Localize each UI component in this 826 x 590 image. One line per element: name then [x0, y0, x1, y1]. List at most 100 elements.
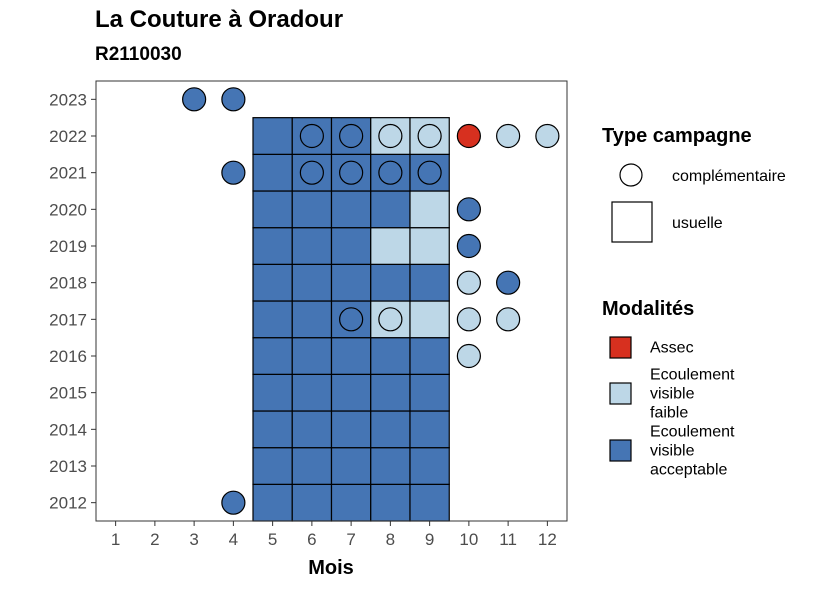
x-axis-title: Mois — [308, 557, 354, 579]
usuelle-tile-2015-9 — [409, 373, 450, 412]
usuelle-tile-2020-5 — [252, 190, 293, 229]
usuelle-tile-2012-8 — [370, 483, 411, 522]
complementaire-point-2022-6 — [299, 123, 324, 149]
x-tick-label-3: 3 — [189, 530, 198, 549]
usuelle-tile-2012-5 — [252, 483, 293, 522]
legend-key-0 — [609, 336, 632, 359]
x-tick-label-11: 11 — [499, 530, 517, 549]
usuelle-tile-2016-7 — [330, 337, 372, 375]
usuelle-tile-2015-6 — [291, 373, 333, 412]
usuelle-tile-2019-6 — [291, 227, 333, 265]
usuelle-tile-2013-5 — [252, 447, 293, 485]
usuelle-tile-2022-5 — [252, 117, 293, 155]
usuelle-tile-2021-5 — [252, 153, 293, 192]
usuelle-tile-2015-5 — [252, 373, 293, 412]
usuelle-tile-2016-6 — [291, 337, 333, 375]
usuelle-tile-2020-7 — [330, 190, 372, 229]
legend-label-2-line-1: visible — [650, 443, 695, 460]
legend-label-1-line-1: visible — [650, 386, 695, 403]
complementaire-point-2018-11 — [496, 270, 521, 295]
complementaire-point-2019-10 — [456, 233, 481, 259]
complementaire-point-2022-11 — [496, 123, 521, 149]
x-tick-label-4: 4 — [229, 530, 238, 549]
complementaire-point-2022-7 — [339, 123, 364, 149]
usuelle-tile-2018-6 — [291, 263, 333, 302]
legend-key-2 — [609, 439, 632, 462]
x-axis: 1 2 3 4 5 6 7 8 9 10 11 12 — [111, 521, 557, 549]
legend-label-2-line-2: acceptable — [650, 462, 727, 479]
y-tick-label-2016: 2016 — [49, 347, 87, 366]
usuelle-tile-2017-5 — [252, 300, 293, 339]
legend-type-title: Type campagne — [602, 125, 752, 147]
complementaire-point-2021-7 — [339, 160, 364, 185]
y-tick-label-2023: 2023 — [49, 90, 87, 109]
usuelle-tile-2013-6 — [291, 447, 333, 485]
y-tick-label-2013: 2013 — [49, 457, 87, 476]
y-tick-label-2014: 2014 — [49, 420, 87, 439]
usuelle-tile-2014-6 — [291, 410, 333, 449]
usuelle-tile-2020-9 — [409, 190, 450, 229]
complementaire-point-2022-12 — [535, 123, 560, 149]
usuelle-tile-2012-7 — [330, 483, 372, 522]
x-tick-label-8: 8 — [386, 530, 395, 549]
complementaire-point-2020-10 — [456, 197, 481, 222]
y-tick-label-2012: 2012 — [49, 494, 87, 513]
usuelle-tile-2013-7 — [330, 447, 372, 485]
complementaire-point-2021-4 — [221, 160, 246, 185]
usuelle-tile-2014-7 — [330, 410, 372, 449]
legend-label-1-line-0: Ecoulement — [650, 367, 735, 384]
usuelle-tile-2019-8 — [370, 227, 411, 265]
complementaire-point-2018-10 — [456, 270, 481, 295]
x-tick-label-7: 7 — [346, 530, 355, 549]
x-tick-label-9: 9 — [425, 530, 434, 549]
y-tick-label-2015: 2015 — [49, 384, 87, 403]
chart-title: La Couture à Oradour — [95, 6, 344, 33]
complementaire-point-2021-9 — [417, 160, 442, 185]
complementaire-point-2016-10 — [456, 343, 481, 369]
complementaire-point-2021-6 — [299, 160, 324, 185]
usuelle-tile-2013-8 — [370, 447, 411, 485]
y-tick-label-2017: 2017 — [49, 310, 87, 329]
usuelle-tile-2018-5 — [252, 263, 293, 302]
usuelle-tile-2014-8 — [370, 410, 411, 449]
complementaire-point-2022-8 — [378, 123, 403, 149]
legend-label-0-line-0: Assec — [650, 340, 694, 357]
usuelle-tile-2012-6 — [291, 483, 333, 522]
usuelle-tile-2018-9 — [409, 263, 450, 302]
legend-label-complementaire: complémentaire — [672, 168, 786, 185]
usuelle-tile-2014-9 — [409, 410, 450, 449]
usuelle-tile-2018-8 — [370, 263, 411, 302]
legend-square-usuelle — [611, 201, 653, 243]
usuelle-tile-2016-8 — [370, 337, 411, 375]
x-tick-label-10: 10 — [459, 530, 478, 549]
complementaire-point-2022-9 — [417, 123, 442, 149]
complementaire-point-2017-8 — [378, 307, 403, 332]
usuelle-tile-2014-5 — [252, 410, 293, 449]
usuelle-tile-2019-9 — [409, 227, 450, 265]
legend-type-campagne: Type campagne complémentaire usuelle — [602, 125, 786, 243]
usuelle-tile-2017-6 — [291, 300, 333, 339]
plot-panel-border — [95, 80, 568, 522]
y-tick-label-2020: 2020 — [49, 200, 87, 219]
complementaire-point-2023-3 — [182, 87, 207, 112]
legend-modalites: Modalités Assec Ecoulement visible faible Ec… — [602, 298, 735, 479]
complementaire-circles — [182, 87, 560, 515]
y-tick-label-2018: 2018 — [49, 274, 87, 293]
usuelle-tile-2017-9 — [409, 300, 450, 339]
legend-label-2-line-0: Ecoulement — [650, 424, 735, 441]
complementaire-point-2017-11 — [496, 307, 521, 332]
x-tick-label-5: 5 — [268, 530, 277, 549]
usuelle-tile-2019-7 — [330, 227, 372, 265]
x-tick-label-1: 1 — [111, 530, 120, 549]
x-tick-label-12: 12 — [538, 530, 557, 549]
complementaire-point-2022-10 — [456, 123, 481, 149]
complementaire-point-2023-4 — [221, 87, 246, 112]
usuelle-tile-2019-5 — [252, 227, 293, 265]
chart-subtitle: R2110030 — [95, 44, 182, 65]
usuelle-tile-2020-6 — [291, 190, 333, 229]
legend-label-usuelle: usuelle — [672, 215, 723, 232]
complementaire-point-2017-10 — [456, 307, 481, 332]
legend-circle-complementaire — [619, 163, 643, 187]
x-tick-label-6: 6 — [307, 530, 316, 549]
